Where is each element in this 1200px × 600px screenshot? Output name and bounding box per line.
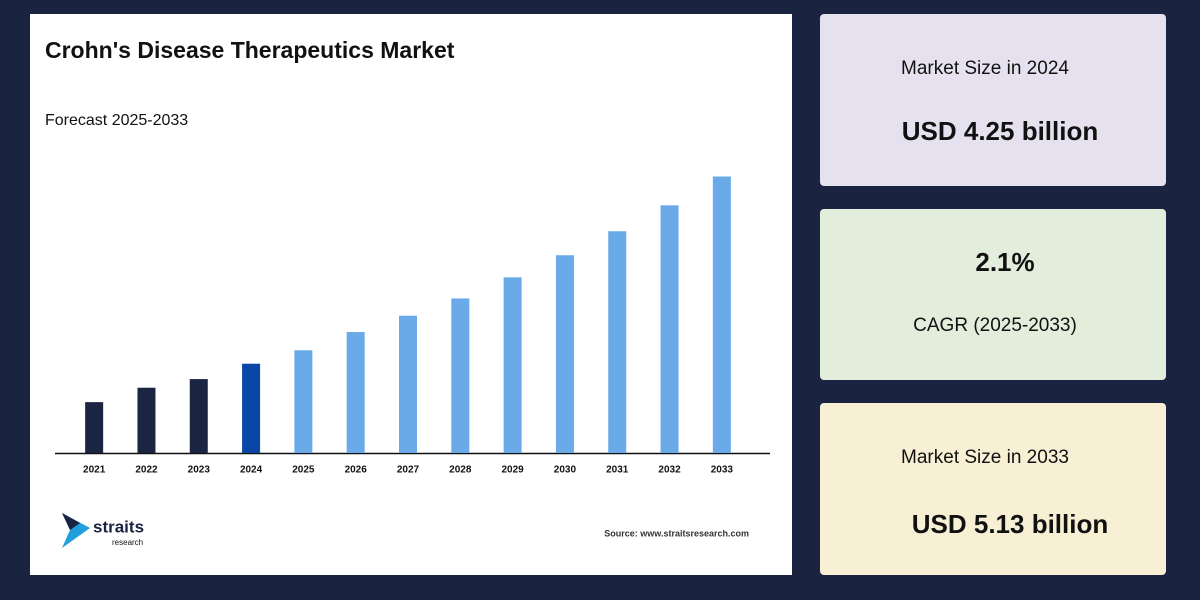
x-tick-label: 2023 [188, 465, 211, 476]
card-label: Market Size in 2024 [901, 58, 1069, 79]
bar [660, 205, 679, 453]
logo-name: straits [93, 517, 144, 536]
x-tick-label: 2022 [135, 465, 158, 476]
x-tick-label: 2025 [292, 465, 315, 476]
x-tick-label: 2026 [345, 465, 368, 476]
bar [189, 379, 208, 453]
card-value: USD 5.13 billion [912, 509, 1109, 539]
x-tick-label: 2024 [240, 465, 263, 476]
bar [242, 363, 261, 453]
source: Source: www.straitsresearch.com [604, 528, 749, 538]
x-tick-label: 2031 [606, 465, 629, 476]
x-tick-label: 2021 [83, 465, 106, 476]
x-tick-label: 2029 [501, 465, 524, 476]
bar [294, 350, 313, 453]
x-tick-label: 2030 [554, 465, 577, 476]
x-tick-label: 2027 [397, 465, 420, 476]
card-label: CAGR (2025-2033) [913, 315, 1077, 336]
logo-icon-shade [62, 513, 80, 530]
card-value: 2.1% [975, 247, 1034, 277]
x-tick-label: 2032 [658, 465, 681, 476]
card [820, 209, 1166, 380]
bar [85, 402, 104, 453]
chart-subtitle: Forecast 2025-2033 [45, 112, 188, 129]
chart-title: Crohn's Disease Therapeutics Market [45, 37, 455, 63]
bar [451, 298, 470, 453]
card [820, 403, 1166, 575]
bar [712, 176, 731, 453]
logo-tagline: research [112, 538, 143, 547]
bar [555, 255, 574, 453]
bar [137, 387, 156, 453]
bar [346, 332, 365, 453]
card-label: Market Size in 2033 [901, 447, 1069, 468]
bar [399, 315, 417, 453]
x-tick-label: 2028 [449, 465, 472, 476]
card [820, 14, 1166, 186]
bar [503, 277, 522, 453]
card-value: USD 4.25 billion [902, 116, 1099, 146]
x-tick-label: 2033 [711, 465, 734, 476]
bar [608, 231, 627, 453]
